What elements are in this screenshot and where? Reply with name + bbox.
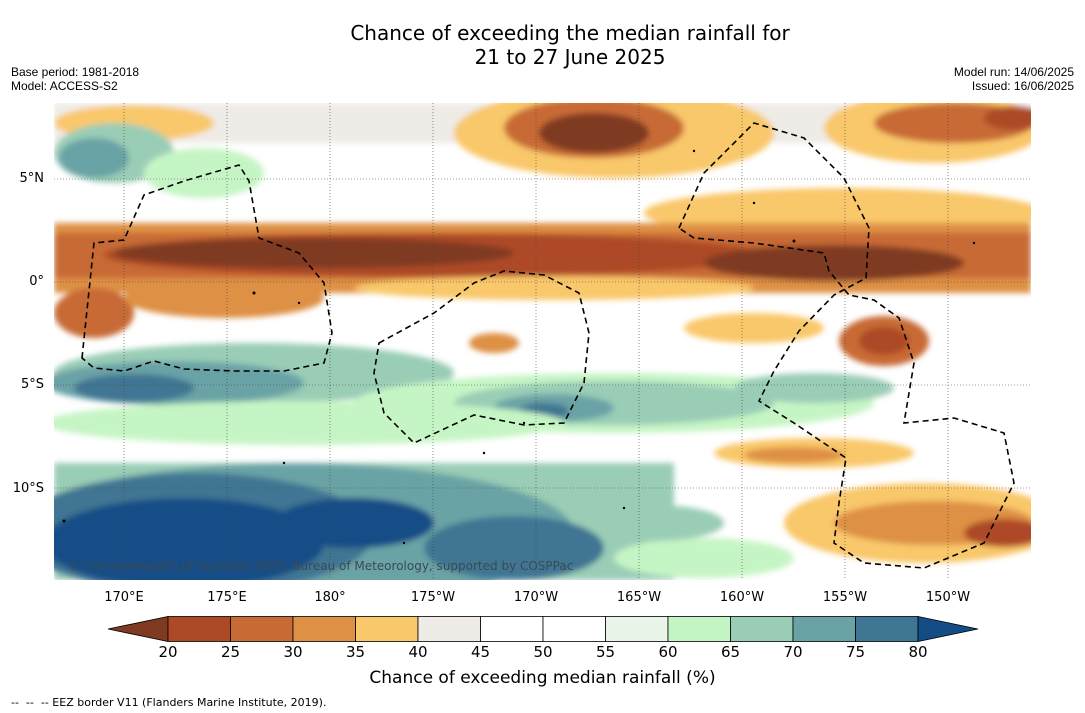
colorbar-segment: [855, 616, 919, 642]
colorbar-extend-low: [108, 616, 169, 642]
base-period: Base period: 1981-2018: [11, 65, 140, 79]
colorbar-tick-label: 55: [595, 643, 616, 661]
map-title: Chance of exceeding the median rainfall …: [0, 21, 1085, 69]
lon-label-160w: 160°W: [719, 590, 765, 605]
colorbar-tick-label: 40: [408, 643, 428, 661]
lon-label-150w: 150°W: [925, 590, 971, 605]
colorbar-tick-label: 60: [658, 643, 678, 661]
colorbar-segment: [355, 616, 419, 642]
colorbar-segment: [542, 616, 606, 642]
colorbar-segment: [730, 616, 794, 642]
colorbar-segment: [167, 616, 231, 642]
eez-legend-note: -- -- -- EEZ border V11 (Flanders Marine…: [11, 696, 327, 709]
colorbar-segment: [480, 616, 544, 642]
lon-label-170e: 170°E: [104, 590, 144, 605]
colorbar-segment: [792, 616, 856, 642]
colorbar-tick-label: 50: [533, 643, 553, 661]
colorbar-segment: [292, 616, 356, 642]
colorbar-segment: [667, 616, 731, 642]
colorbar-segment: [605, 616, 669, 642]
title-line-2: 21 to 27 June 2025: [474, 45, 666, 69]
metadata-left: Base period: 1981-2018 Model: ACCESS-S2: [11, 65, 139, 93]
lat-label-5n: 5°N: [19, 171, 45, 186]
copyright-notice: © Commonwealth of Australia 2025, Bureau…: [68, 559, 574, 573]
lat-label-10s: 10°S: [12, 481, 44, 496]
lon-label-155w: 155°W: [822, 590, 868, 605]
colorbar-tick-label: 25: [220, 643, 241, 661]
eez-borders: [81, 122, 1015, 569]
model-name: Model: ACCESS-S2: [11, 79, 118, 93]
issued-date: Issued: 16/06/2025: [971, 79, 1074, 93]
colorbar-tick-label: 45: [470, 643, 491, 661]
rainfall-field: [54, 103, 1031, 580]
colorbar-tick-label: 75: [845, 643, 866, 661]
graticule: [54, 103, 1031, 580]
lon-label-175e: 175°E: [207, 590, 247, 605]
rainfall-map[interactable]: [54, 103, 1031, 580]
map-canvas: [54, 103, 1031, 580]
colorbar-segment: [230, 616, 294, 642]
lon-label-170w: 170°W: [513, 590, 559, 605]
colorbar-title: Chance of exceeding median rainfall (%): [369, 668, 716, 688]
colorbar: [108, 616, 978, 642]
lat-label-5s: 5°S: [20, 377, 44, 392]
colorbar-tick-label: 80: [908, 643, 928, 661]
lon-label-165w: 165°W: [616, 590, 662, 605]
lat-label-0: 0°: [29, 274, 44, 289]
colorbar-tick-label: 20: [158, 643, 178, 661]
model-run: Model run: 14/06/2025: [953, 65, 1074, 79]
island-markers: [62, 149, 976, 545]
lon-label-175w: 175°W: [410, 590, 456, 605]
colorbar-segment: [417, 616, 481, 642]
colorbar-tick-label: 30: [283, 643, 303, 661]
colorbar-tick-label: 65: [720, 643, 741, 661]
metadata-right: Model run: 14/06/2025 Issued: 16/06/2025: [954, 65, 1074, 93]
colorbar-tick-label: 35: [345, 643, 366, 661]
colorbar-tick-label: 70: [783, 643, 803, 661]
colorbar-extend-high: [917, 616, 978, 642]
title-line-1: Chance of exceeding the median rainfall …: [350, 21, 790, 45]
lon-label-180: 180°: [314, 590, 346, 605]
